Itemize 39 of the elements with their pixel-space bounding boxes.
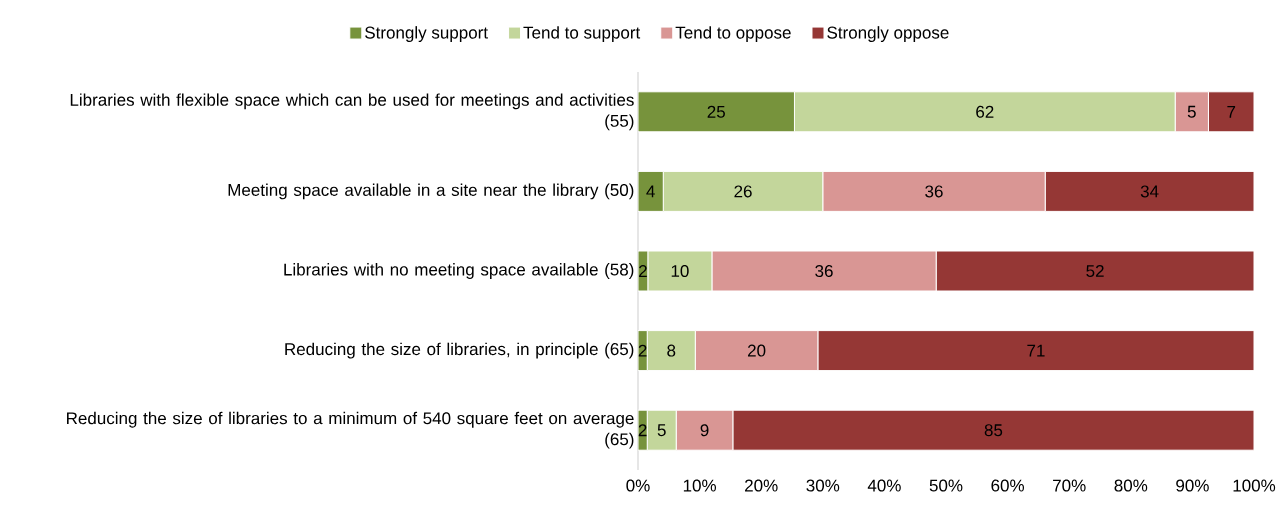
y-tick-label: Reducing the size of libraries to a minimum of 540 square feet on average (65) [67, 411, 634, 449]
data-label: 4 [646, 185, 655, 198]
x-tick-label: 60% [991, 479, 1025, 492]
data-label: 10 [671, 264, 689, 278]
y-tick-label: Reducing the size of libraries, in principle (65) [285, 342, 634, 359]
legend-label: Strongly oppose [827, 26, 949, 42]
data-label: 85 [984, 424, 1003, 437]
y-tick-label: Meeting space available in a site near the library (50) [228, 183, 634, 200]
x-tick-label: 40% [867, 479, 901, 492]
data-label: 36 [925, 185, 943, 198]
legend-label: Strongly support [365, 26, 488, 42]
bar [638, 91, 795, 133]
data-label: 36 [815, 264, 833, 278]
x-tick-label: 70% [1053, 479, 1086, 492]
x-tick-label: 20% [745, 479, 778, 492]
y-tick-label: Libraries with no meeting space available (58) [284, 263, 634, 279]
data-label: 8 [667, 344, 676, 357]
data-label: 52 [1086, 264, 1104, 278]
data-label: 5 [657, 424, 666, 437]
legend-label: Tend to oppose [675, 26, 791, 42]
x-tick-label: 50% [929, 479, 963, 492]
x-tick-label: 100% [1233, 479, 1276, 492]
data-label: 7 [1227, 105, 1236, 118]
x-tick-label: 0% [626, 479, 650, 492]
data-label: 20 [747, 344, 766, 357]
data-label: 34 [1140, 185, 1159, 198]
x-tick-label: 10% [683, 479, 717, 492]
data-label: 25 [707, 105, 725, 118]
data-label: 62 [976, 105, 994, 118]
x-tick-label: 90% [1176, 479, 1209, 492]
legend-label: Tend to support [523, 26, 641, 42]
y-tick-label: Libraries with flexible space which can be used for meetings and activities (55) [70, 93, 634, 131]
data-label: 9 [700, 424, 709, 437]
data-label: 26 [734, 185, 752, 198]
x-tick-label: 30% [806, 479, 840, 492]
data-label: 2 [639, 265, 647, 277]
data-label: 71 [1027, 344, 1045, 357]
data-label: 5 [1187, 105, 1196, 118]
x-tick-label: 80% [1114, 479, 1148, 492]
